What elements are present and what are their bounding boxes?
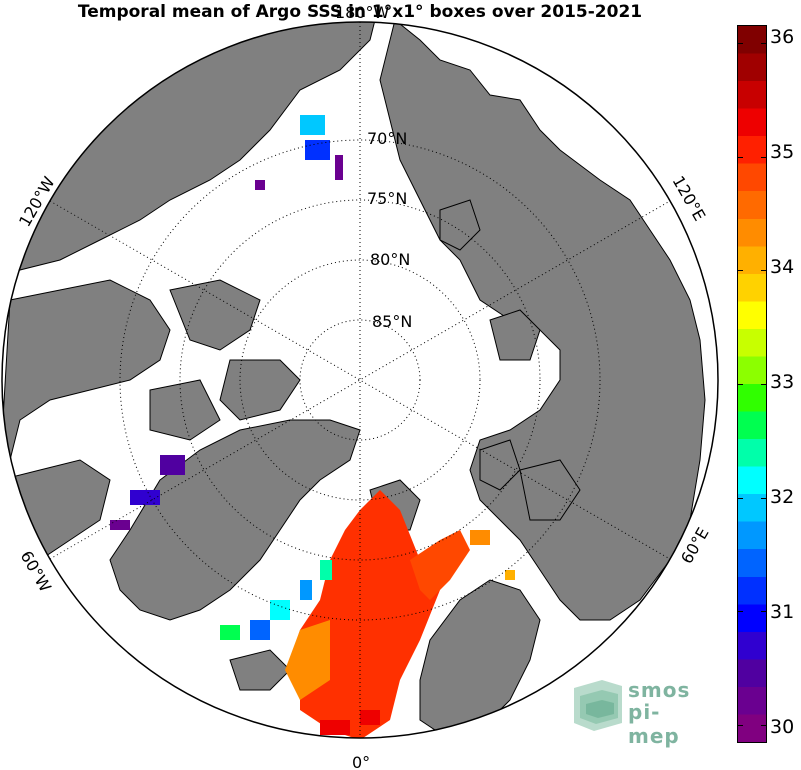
lat-label-75: 75°N	[367, 189, 407, 208]
map-boundary	[1, 21, 719, 739]
colorbar-tickmark	[737, 43, 743, 44]
colorbar-tickmark	[737, 611, 743, 613]
colorbar-tick-31: 31	[770, 601, 795, 623]
colorbar-tickmark	[761, 270, 767, 272]
colorbar-tick-30: 30	[770, 716, 795, 738]
colorbar-tickmark	[761, 497, 767, 499]
colorbar-tick-33: 33	[770, 371, 795, 393]
colorbar-tickmark	[761, 43, 767, 44]
graticule	[49, 22, 671, 738]
colorbar-tickmark	[737, 270, 743, 272]
colorbar-tick-35: 35	[770, 141, 795, 163]
colorbar-tick-34: 34	[770, 256, 795, 278]
lat-label-70: 70°N	[367, 129, 407, 148]
colorbar-tickmark	[761, 384, 767, 385]
logo-text-smos: smos	[628, 678, 691, 702]
colorbar-tickmark	[737, 156, 743, 158]
colorbar-tickmark	[761, 611, 767, 613]
lon-label-bottom: 0°	[352, 753, 370, 770]
colorbar-tickmark	[737, 497, 743, 499]
lat-label-85: 85°N	[372, 312, 412, 331]
colorbar-tickmark	[737, 384, 743, 385]
logo-icon	[574, 680, 622, 731]
polar-map: 70°N 75°N 80°N 85°N 180°W 0° 120°W 60°W …	[1, 3, 719, 770]
colorbar-tick-36: 36	[770, 26, 795, 48]
lat-label-80: 80°N	[370, 250, 410, 269]
colorbar-tickmark	[737, 725, 743, 726]
chart-title: Temporal mean of Argo SSS in 1°x1° boxes…	[77, 2, 643, 22]
lon-label-top: 180°W	[335, 3, 390, 22]
colorbar-tickmark	[761, 156, 767, 158]
colorbar-tick-32: 32	[770, 486, 795, 508]
colorbar-tickmark	[761, 725, 767, 726]
smos-pimep-logo: smos pi-mep	[572, 678, 712, 748]
sss-data	[110, 115, 515, 738]
logo-text-pimep: pi-mep	[628, 700, 680, 748]
